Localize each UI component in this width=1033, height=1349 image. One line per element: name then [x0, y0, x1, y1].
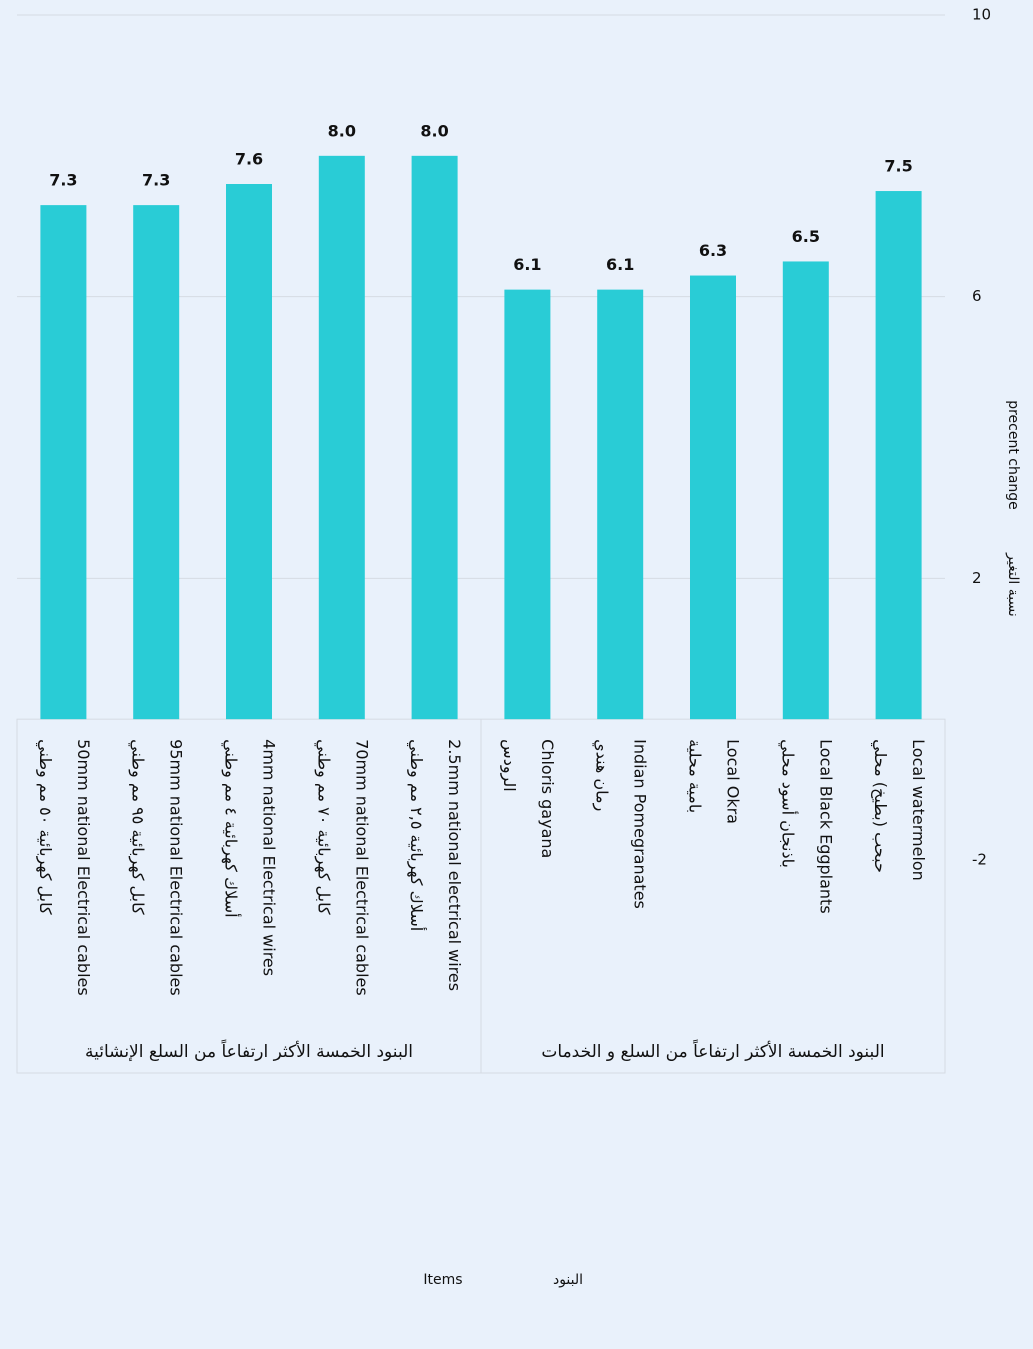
value-label: 7.3 [142, 171, 170, 190]
value-label: 6.1 [513, 255, 541, 274]
x-tick-label: Local watermelon [909, 739, 928, 881]
value-label: 6.5 [792, 227, 820, 246]
value-label: 7.6 [235, 150, 263, 169]
x-tick-label: Indian Pomegranates [631, 739, 650, 909]
y-axis-title: precent change [1005, 400, 1021, 510]
x-tick-label: حبحب (بطيخ) محلي [870, 739, 890, 873]
y-tick-label: -2 [972, 851, 987, 869]
group-label: البنود الخمسة الأكثر ارتفاعاً من السلع و… [541, 1038, 884, 1062]
value-label: 8.0 [420, 121, 448, 140]
value-label: 7.5 [884, 157, 912, 176]
x-tick-label: أسلاك كهربائية ٢,٥ مم وطني [406, 739, 427, 931]
x-tick-label: بامية محلية [686, 739, 705, 813]
x-tick-label: Chloris gayana [538, 739, 557, 858]
value-label: 6.3 [699, 241, 727, 260]
value-label: 7.3 [49, 171, 77, 190]
bar [690, 275, 736, 720]
x-tick-label: 50mm national Electrical cables [74, 739, 93, 996]
x-tick-label: 2.5mm national electrical wires [445, 739, 464, 991]
bar [782, 261, 829, 720]
bar [597, 289, 644, 720]
x-tick-label: كابل كهربائية ٥٠ مم وطني [35, 739, 55, 915]
bar [226, 184, 272, 720]
bar [411, 155, 458, 720]
x-tick-label: Local Black Eggplants [816, 739, 835, 914]
bar [875, 191, 922, 720]
group-label: البنود الخمسة الأكثر ارتفاعاً من السلع ا… [85, 1038, 413, 1062]
x-tick-label: 95mm national Electrical cables [167, 739, 186, 996]
x-tick-label: 4mm national Electrical wires [260, 739, 279, 976]
y-tick-label: 10 [972, 6, 991, 24]
bar [318, 155, 365, 720]
x-tick-label: كابل كهربائية ٩٥ مم وطني [128, 739, 148, 915]
x-axis-title: Items [423, 1272, 462, 1288]
x-axis-title: البنود [553, 1272, 583, 1288]
value-label: 8.0 [328, 121, 356, 140]
bar [504, 289, 551, 720]
bar [133, 205, 180, 720]
x-tick-label: كابل كهربائية ٧٠ مم وطني [313, 739, 333, 915]
y-axis-title: نسبة التغير [1005, 552, 1021, 617]
bar [40, 205, 87, 720]
y-tick-label: 2 [972, 569, 982, 587]
y-tick-label: 6 [972, 287, 982, 305]
x-tick-label: Local Okra [724, 739, 743, 824]
x-tick-label: باذنجان أسود محلي [777, 739, 798, 868]
x-tick-label: أسلاك كهربائية ٤ مم وطني [221, 739, 242, 917]
x-tick-label: الرودس [499, 739, 519, 792]
x-tick-label: رمان هندي [592, 739, 612, 811]
x-tick-label: 70mm national Electrical cables [352, 739, 371, 996]
value-label: 6.1 [606, 255, 634, 274]
